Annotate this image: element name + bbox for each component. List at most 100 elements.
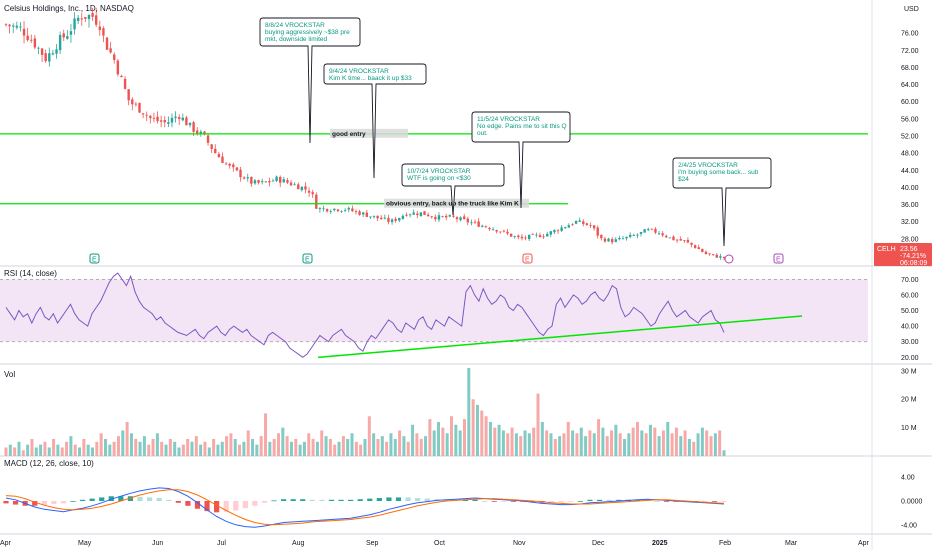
candle-body [361,212,365,215]
candle-body [174,116,177,119]
macd-histogram-bar [271,500,277,502]
candle-body [625,236,628,239]
volume-bar [376,438,380,456]
volume-bar [4,447,8,456]
volume-bar [108,444,112,456]
candle-body [62,33,65,38]
candle-body [185,117,188,126]
candle-body [44,53,47,62]
volume-bar [437,421,441,456]
volume-bar [670,433,674,456]
candle-body [358,211,361,215]
volume-bar [484,416,488,456]
volume-bar [52,438,56,456]
volume-bar [17,441,21,456]
macd-histogram-bar [252,501,258,506]
volume-bar [415,433,419,456]
earnings-marker-label: E [525,257,530,264]
volume-bar [549,433,553,456]
candle-body [351,208,354,212]
volume-bar [462,419,466,456]
candle-body [239,169,242,178]
macd-histogram-bar [185,501,191,506]
candle-body [98,26,102,30]
volume-bar [91,447,95,456]
price-tick-label: 40.00 [901,185,919,192]
candle-body [603,238,607,242]
volume-bar [259,436,263,456]
macd-histogram-bar [70,501,76,502]
candle-body [574,220,578,224]
note-bubble [672,157,772,247]
volume-bar [709,436,713,456]
candle-body [163,120,166,123]
volume-bar [640,430,644,456]
volume-bar [718,430,722,456]
macd-histogram-bar [108,496,114,501]
time-tick-label: Nov [513,540,526,547]
volume-bar [13,447,17,456]
volume-bar [289,441,293,456]
candle-body [596,227,599,236]
volume-bar [60,447,64,456]
candle-body [80,18,83,20]
macd-pane: 4.00 0.0000 -4.00 [3,475,923,529]
volume-bar [575,433,579,456]
candle-body [304,186,307,190]
macd-histogram-bar [214,501,220,513]
candle-body [199,131,203,135]
volume-tick-label: 20 M [901,397,917,404]
candle-body [376,215,379,219]
macd-histogram-bar [587,499,593,501]
time-tick-label: Apr [858,540,870,547]
rsi-band-fill [0,279,868,342]
candle-body [459,217,462,221]
volume-bar [346,438,350,456]
candle-body [76,17,80,21]
volume-bar [705,430,709,456]
volume-bar [527,433,531,456]
candle-body [95,15,98,25]
volume-bar [268,441,272,456]
candle-body [51,53,55,55]
volume-bar [614,424,618,456]
candle-body [513,236,516,238]
volume-bar [302,441,306,456]
volume-bar [553,438,557,456]
price-tick-label: 60.00 [901,99,919,106]
note-heading: 11/5/24 VROCKSTAR [477,116,540,123]
price-axis[interactable]: 76.00 72.00 68.00 64.00 60.00 56.00 52.00 48.00… [901,31,919,261]
candle-body [282,179,286,183]
volume-bar [445,433,449,456]
candle-body [145,114,148,116]
candle-body [495,230,498,232]
note-bubble [259,17,361,144]
note-heading: 2/4/25 VROCKSTAR [678,162,738,169]
macd-histogram-bar [357,499,363,501]
candle-body [672,236,675,241]
macd-tick-label: 0.0000 [901,499,923,506]
note-text: mkt, downside limited [265,36,328,43]
volume-bar [69,436,73,456]
volume-bar [623,438,627,456]
candle-body [719,256,722,258]
candle-body [463,216,466,220]
candle-body [260,181,264,183]
rsi-trendline [317,315,803,359]
note-heading: 8/8/24 VROCKSTAR [265,22,325,29]
candlestick-series [4,7,726,261]
candle-body [354,211,358,213]
macd-histogram-bar [577,501,583,502]
candle-body [636,234,639,236]
candle-body [325,208,329,212]
macd-histogram-bar [175,501,181,503]
candle-body [235,167,239,171]
time-axis[interactable]: Apr May Jun Jul Aug Sep Oct Nov Dec 2025 Feb Mar Apr [0,540,870,547]
candle-body [722,256,726,258]
macd-histogram-bar [156,498,162,501]
volume-bar [679,436,683,456]
candle-body [466,218,470,223]
